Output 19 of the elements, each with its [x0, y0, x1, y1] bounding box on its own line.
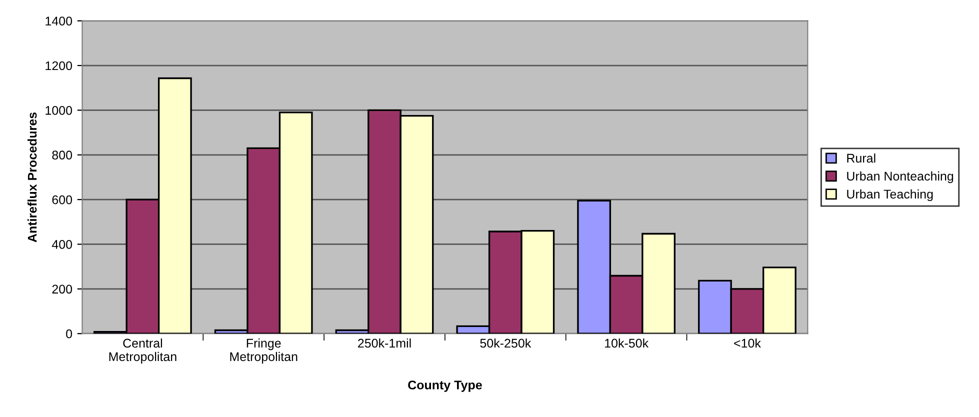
legend-label: Urban Teaching — [847, 189, 933, 202]
x-tick-label: <10k — [734, 338, 761, 348]
x-tick-label: 250k-1mil — [358, 338, 411, 348]
x-tick-label: 10k-50k — [605, 338, 649, 348]
x-tick-label: 50k-250k — [480, 338, 532, 348]
x-tick-label: Fringe Metropolitan — [230, 338, 298, 364]
y-tick-label: 600 — [52, 195, 72, 204]
y-axis-title: Antireflux Procedures — [28, 112, 37, 242]
y-tick-label: 1400 — [46, 16, 72, 26]
y-tick-label: 200 — [52, 284, 72, 294]
legend-label: Urban Nonteaching — [847, 171, 954, 184]
y-tick-label: 1000 — [46, 106, 72, 115]
y-tick-label: 400 — [52, 240, 72, 249]
y-tick-label: 0 — [66, 329, 72, 338]
x-tick-label: Central Metropolitan — [109, 338, 176, 364]
y-tick-label: 800 — [52, 150, 72, 160]
x-axis-title: County Type — [408, 380, 482, 392]
legend-label: Rural — [847, 153, 876, 163]
y-tick-label: 1200 — [46, 61, 72, 70]
